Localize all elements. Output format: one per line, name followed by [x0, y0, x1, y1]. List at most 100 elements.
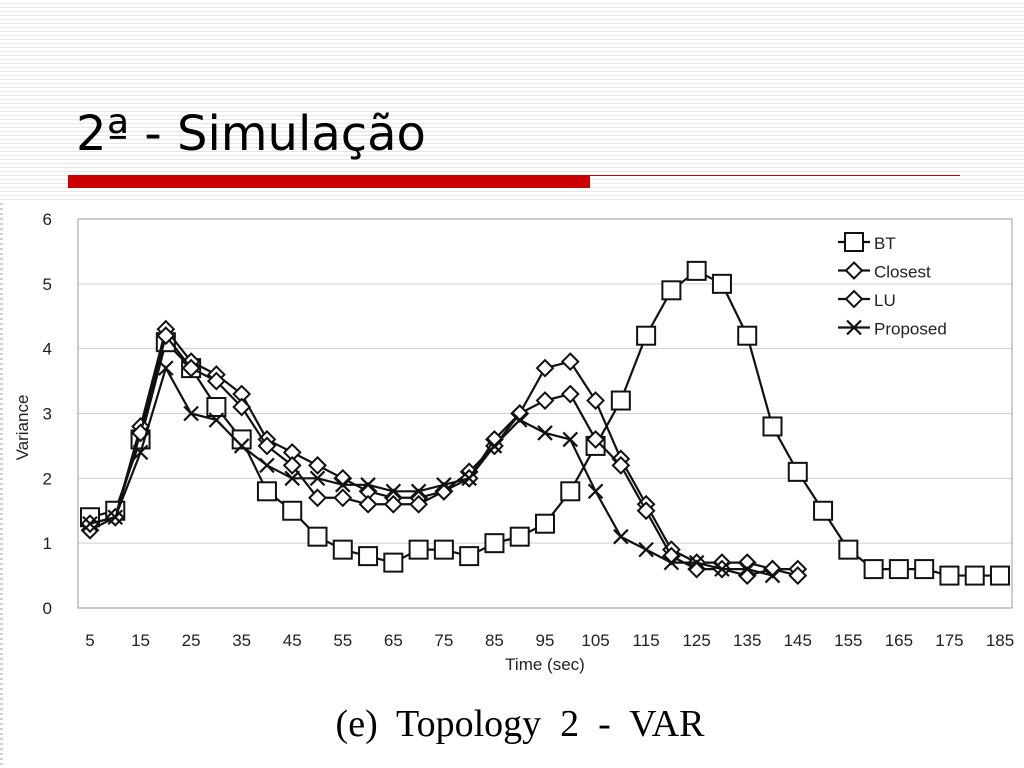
legend-label-proposed: Proposed — [874, 320, 947, 339]
x-axis-label: Time (sec) — [505, 655, 585, 674]
data-point-proposed — [537, 425, 553, 441]
data-point-bt — [509, 526, 530, 547]
legend-marker-bt — [844, 232, 864, 252]
data-point-bt — [686, 260, 707, 281]
x-tick-label: 155 — [834, 631, 862, 650]
series-line-proposed — [89, 365, 773, 577]
data-point-lu — [333, 488, 353, 508]
data-point-lu — [257, 436, 277, 456]
data-point-proposed — [714, 561, 730, 577]
x-tick-label: 165 — [885, 631, 913, 650]
legend-marker-proposed — [846, 319, 862, 336]
data-point-proposed — [638, 541, 654, 558]
data-point-proposed — [309, 470, 326, 487]
data-point-closest — [560, 352, 580, 372]
x-tick-label: 15 — [131, 631, 150, 650]
x-tick-label: 35 — [232, 631, 251, 650]
data-point-closest — [535, 358, 555, 378]
data-point-bt — [560, 481, 581, 502]
x-tick-label: 25 — [182, 631, 201, 650]
data-point-lu — [181, 358, 201, 378]
x-tick-label: 95 — [536, 631, 555, 650]
data-point-bt — [762, 416, 783, 437]
data-point-lu — [611, 455, 631, 475]
legend-marker-closest — [844, 261, 864, 280]
x-tick-label: 45 — [283, 631, 302, 650]
data-point-lu — [586, 430, 605, 449]
data-point-proposed — [562, 431, 579, 448]
x-tick-label: 105 — [581, 631, 609, 650]
data-point-bt — [358, 546, 379, 567]
data-point-lu — [358, 494, 378, 514]
data-point-proposed — [183, 405, 199, 422]
data-point-lu — [788, 566, 808, 585]
title-underline-thick — [68, 175, 590, 188]
data-point-proposed — [764, 567, 781, 584]
data-point-proposed — [613, 528, 629, 545]
y-tick-label: 0 — [43, 599, 52, 618]
data-point-proposed — [158, 360, 174, 376]
data-point-proposed — [486, 438, 503, 454]
data-point-proposed — [335, 477, 351, 493]
data-point-bt — [256, 481, 277, 502]
data-point-proposed — [208, 412, 225, 428]
data-point-bt — [332, 539, 353, 560]
data-point-proposed — [587, 483, 604, 500]
data-point-lu — [636, 501, 656, 521]
data-point-bt — [838, 539, 859, 560]
y-tick-label: 4 — [43, 340, 52, 359]
data-point-proposed — [511, 412, 528, 428]
y-tick-label: 5 — [43, 275, 52, 294]
data-point-proposed — [259, 457, 275, 474]
data-point-bt — [990, 565, 1010, 586]
data-point-bt — [433, 539, 454, 560]
data-point-bt — [307, 526, 328, 547]
data-point-bt — [711, 273, 732, 294]
y-axis-label: Variance — [13, 395, 32, 461]
data-point-bt — [231, 429, 252, 450]
chart-area: 0 1 2 3 4 5 6 5 15 25 35 45 55 65 75 85 95 105 115 125 135 14… — [0, 200, 1024, 768]
legend-label-bt: BT — [874, 234, 896, 253]
data-point-bt — [484, 533, 505, 554]
data-point-bt — [408, 539, 429, 560]
data-point-bt — [787, 461, 808, 482]
data-point-proposed — [284, 470, 300, 487]
x-tick-label: 185 — [986, 631, 1014, 650]
data-point-bt — [206, 397, 227, 418]
data-point-proposed — [410, 483, 427, 500]
data-point-lu — [232, 397, 252, 417]
data-point-bt — [737, 325, 758, 346]
data-point-proposed — [360, 477, 376, 493]
data-point-bt — [610, 390, 631, 411]
data-point-proposed — [107, 509, 124, 526]
data-point-lu — [282, 455, 302, 475]
title-background — [0, 0, 1024, 200]
x-tick-label: 115 — [633, 631, 660, 650]
data-point-lu — [383, 494, 403, 514]
data-point-bt — [636, 325, 657, 346]
x-tick-label: 135 — [733, 631, 761, 650]
legend-marker-lu — [844, 289, 864, 309]
data-point-lu — [560, 384, 580, 404]
title-underline-thin — [590, 175, 960, 176]
y-tick-label: 6 — [43, 210, 52, 229]
x-tick-label: 55 — [333, 631, 352, 650]
data-point-proposed — [132, 444, 149, 461]
series-proposed — [82, 360, 781, 584]
data-point-bt — [813, 500, 834, 521]
data-point-lu — [206, 371, 226, 391]
x-tick-label: 5 — [85, 631, 94, 650]
figure-caption: (e) Topology 2 - VAR — [335, 703, 705, 745]
data-point-bt — [535, 513, 555, 534]
legend-label-closest: Closest — [874, 263, 931, 282]
data-point-proposed — [233, 438, 250, 454]
legend: BT Closest LU Proposed — [838, 232, 947, 339]
data-point-proposed — [436, 477, 452, 493]
legend-label-lu: LU — [874, 291, 896, 310]
left-margin-decoration — [0, 200, 3, 768]
data-point-bt — [383, 552, 404, 573]
data-point-proposed — [461, 470, 477, 487]
data-point-bt — [914, 559, 935, 580]
data-point-lu — [409, 494, 429, 514]
data-point-bt — [661, 280, 682, 301]
